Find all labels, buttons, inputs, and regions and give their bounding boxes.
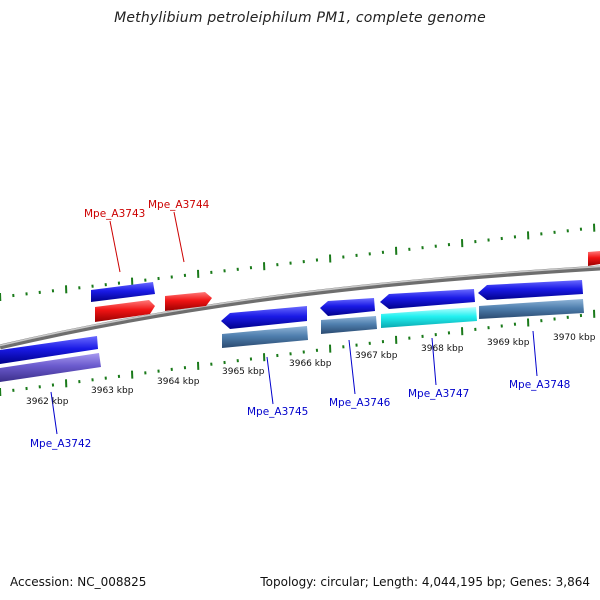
gene-offscreen-arrow[interactable] [588,251,600,266]
plus-strand-genes [91,251,600,322]
ruler-label: 3967 kbp [355,351,398,361]
ruler-labels: 3962 kbp 3963 kbp 3964 kbp 3965 kbp 3966… [26,333,596,407]
gene-mpe-a3745-arrow[interactable] [221,306,307,329]
gene-mpe-a3743-bar[interactable] [91,282,155,302]
gene-label-mpe-a3746[interactable]: Mpe_A3746 [329,397,391,409]
gene-mpe-a3745-cds[interactable] [222,326,308,348]
leader-lines [50,211,538,435]
ruler-label: 3965 kbp [222,367,265,377]
ruler-label: 3963 kbp [91,386,134,396]
plus-strand-tick-row [0,223,596,302]
gene-label-mpe-a3743[interactable]: Mpe_A3743 [84,208,145,220]
gene-label-mpe-a3745[interactable]: Mpe_A3745 [247,406,308,418]
gene-label-mpe-a3742[interactable]: Mpe_A3742 [30,438,91,450]
leader-mpe-a3746 [348,339,356,395]
gene-mpe-a3747-arrow[interactable] [380,289,475,309]
backbone-highlight [0,265,600,347]
gene-mpe-a3748-cds[interactable] [479,299,584,319]
ruler-label: 3964 kbp [157,377,200,387]
minus-strand-genes [0,280,584,382]
minus-strand-tick-row [0,309,596,397]
gene-mpe-a3747-cds[interactable] [381,307,477,328]
gene-mpe-a3743-arrow[interactable] [95,300,155,322]
gene-mpe-a3742-bar[interactable] [0,336,98,364]
leader-mpe-a3742 [50,391,58,435]
ruler-label: 3968 kbp [421,344,464,354]
gene-mpe-a3744-arrow[interactable] [165,292,212,311]
gene-label-mpe-a3747[interactable]: Mpe_A3747 [408,388,469,400]
leader-mpe-a3743 [109,220,121,273]
gene-mpe-a3746-arrow[interactable] [320,298,375,316]
leader-mpe-a3744 [173,211,185,263]
ruler-label: 3966 kbp [289,359,332,369]
ruler-label: 3962 kbp [26,397,69,407]
ruler-label: 3969 kbp [487,338,530,348]
gene-mpe-a3748-arrow[interactable] [478,280,583,300]
leader-mpe-a3747 [431,337,437,386]
accession-text: Accession: NC_008825 [10,575,147,589]
gene-mpe-a3746-cds[interactable] [321,316,377,334]
leader-mpe-a3748 [532,330,538,377]
topology-info-text: Topology: circular; Length: 4,044,195 bp… [260,575,590,589]
gene-mpe-a3742-cds[interactable] [0,353,101,382]
leader-mpe-a3745 [266,356,274,405]
backbone-arc [0,265,600,350]
page-title: Methylibium petroleiphilum PM1, complete… [114,10,486,26]
gene-label-mpe-a3744[interactable]: Mpe_A3744 [148,199,210,211]
ruler-label: 3970 kbp [553,333,596,343]
gene-label-mpe-a3748[interactable]: Mpe_A3748 [509,379,570,391]
gene-labels: Mpe_A3743 Mpe_A3744 Mpe_A3742 Mpe_A3745 … [30,199,570,450]
